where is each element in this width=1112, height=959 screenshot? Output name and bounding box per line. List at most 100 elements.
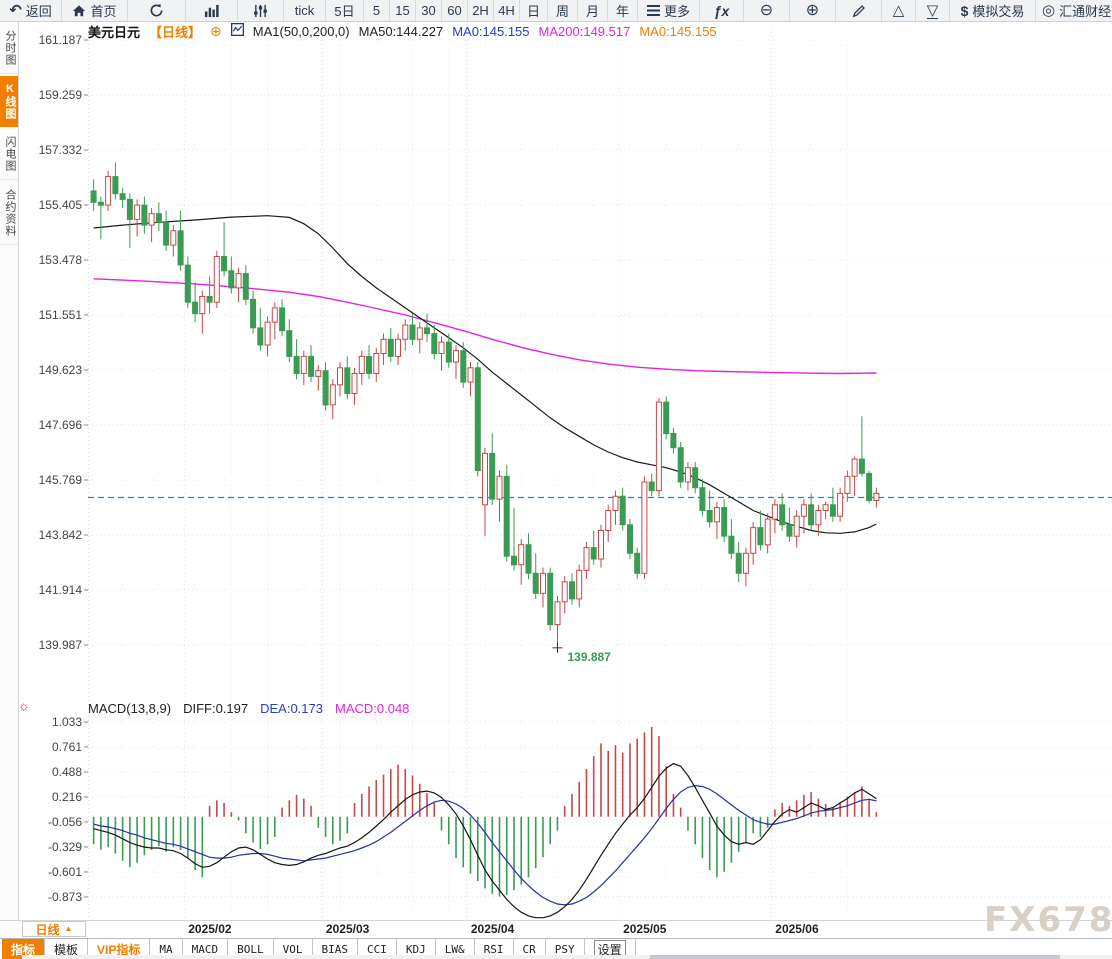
svg-text:1.033: 1.033 xyxy=(52,715,82,729)
candle-style-button[interactable] xyxy=(238,0,284,21)
horizontal-scrollbar-thumb[interactable] xyxy=(650,955,1060,959)
draw-button[interactable] xyxy=(836,0,882,21)
refresh-button[interactable] xyxy=(128,0,186,21)
triangle-down-button[interactable]: ▽ xyxy=(916,0,950,21)
fx-formula-button[interactable]: ƒx xyxy=(700,0,744,21)
period-15m-button[interactable]: 15 xyxy=(390,0,416,21)
period-month-button[interactable]: 月 xyxy=(578,0,608,21)
dollar-icon: $ xyxy=(960,2,969,19)
period-60m-button-label: 60 xyxy=(447,3,462,18)
moving-averages xyxy=(93,215,877,534)
tab-time-chart[interactable]: 分时图 xyxy=(0,23,18,74)
tab-cr[interactable]: CR xyxy=(514,939,546,959)
tab-rsi-label: RSI xyxy=(483,942,504,956)
left-sidebar: 分时图 K线图闪电图合约资料 xyxy=(0,22,19,920)
period-5m-button-label: 5 xyxy=(372,3,381,18)
period-day-button[interactable]: 日 xyxy=(520,0,548,21)
svg-text:161.187: 161.187 xyxy=(39,33,83,47)
period-60m-button[interactable]: 60 xyxy=(442,0,468,21)
tab-vol[interactable]: VOL xyxy=(274,939,313,959)
tab-rsi[interactable]: RSI xyxy=(475,939,514,959)
period-4h-button[interactable]: 4H xyxy=(494,0,520,21)
macd-settings-label: MACD(13,8,9) xyxy=(88,700,172,716)
more-button[interactable]: 更多 xyxy=(638,0,700,21)
tab-kdj[interactable]: KDJ xyxy=(397,939,436,959)
svg-text:-0.601: -0.601 xyxy=(48,865,82,879)
period-tag: 【日线】 xyxy=(149,24,202,40)
period-selector[interactable]: 日线 ▲ xyxy=(22,921,86,937)
tab-vip-indicator[interactable]: VIP指标 xyxy=(88,939,151,959)
tab-vol-label: VOL xyxy=(282,942,303,956)
tab-flash-chart[interactable]: 闪电图 xyxy=(0,129,18,180)
demo-trading-button[interactable]: $ 模拟交易 xyxy=(950,0,1036,21)
demo-trading-button-label: 模拟交易 xyxy=(972,4,1025,19)
tab-indicator-label: 指标 xyxy=(11,942,36,957)
symbol-name: 美元日元 xyxy=(88,24,141,40)
zoom-out-button[interactable]: ⊖ xyxy=(744,0,790,21)
period-day-button-label: 日 xyxy=(526,4,540,19)
period-5d-button[interactable]: 5日 xyxy=(326,0,364,21)
dea-value: DEA:0.173 xyxy=(260,700,323,716)
tab-cci-label: CCI xyxy=(367,942,387,956)
tab-template-label: 模板 xyxy=(54,942,79,957)
period-week-button[interactable]: 周 xyxy=(548,0,578,21)
home-icon xyxy=(72,4,86,18)
grid-lines xyxy=(88,28,1112,918)
tab-kline-chart[interactable]: K线图 xyxy=(0,76,18,127)
tab-psy-label: PSY xyxy=(554,942,575,956)
tab-boll[interactable]: BOLL xyxy=(228,939,274,959)
triangle-up-button[interactable]: △ xyxy=(882,0,916,21)
tab-cci[interactable]: CCI xyxy=(358,939,397,959)
tab-macd[interactable]: MACD xyxy=(183,939,229,959)
ma50-line xyxy=(93,215,877,534)
svg-text:143.842: 143.842 xyxy=(39,528,83,542)
huitong-logo-button[interactable]: ◎ 汇通财经 xyxy=(1036,0,1112,21)
period-selector-label: 日线 xyxy=(35,922,60,937)
ma50-value: MA50:144.227 xyxy=(358,23,444,39)
svg-text:139.987: 139.987 xyxy=(39,638,83,652)
bar-chart-view-button[interactable] xyxy=(186,0,238,21)
macd-histogram xyxy=(92,726,878,897)
tab-template[interactable]: 模板 xyxy=(45,939,89,959)
back-button[interactable]: ↶ 返回 xyxy=(0,0,62,21)
period-tick-button[interactable]: tick xyxy=(284,0,326,21)
indicator-burst-icon[interactable]: ☼ xyxy=(18,698,30,713)
home-button[interactable]: 首页 xyxy=(62,0,128,21)
tab-bias[interactable]: BIAS xyxy=(313,939,358,959)
indicator-bar: 指标 模板 VIP指标 MA MACD BOLL VOL BIAS CCI KDJ LW& RSI CR… xyxy=(0,938,1112,959)
back-button-label: 返回 xyxy=(25,4,52,19)
tab-bias-label: BIAS xyxy=(321,942,349,956)
period-year-button[interactable]: 年 xyxy=(608,0,638,21)
ma-settings-label: MA1(50,0,200,0) xyxy=(252,23,350,39)
tab-psy[interactable]: PSY xyxy=(546,939,585,959)
add-compare-icon[interactable]: ⊕ xyxy=(210,23,222,39)
tri-down-icon: ▽ xyxy=(926,1,939,19)
tab-ma[interactable]: MA xyxy=(150,939,183,959)
tab-contract-info[interactable]: 合约资料 xyxy=(0,182,18,245)
diff-value: DIFF:0.197 xyxy=(183,700,249,716)
tab-cr-label: CR xyxy=(522,942,536,956)
tri-up-icon: △ xyxy=(892,2,905,19)
zoom-in-button[interactable]: ⊕ xyxy=(790,0,836,21)
chart-type-icon[interactable] xyxy=(230,22,244,39)
svg-text:0.488: 0.488 xyxy=(52,765,82,779)
ma0-blue-value: MA0:145.155 xyxy=(452,23,530,39)
period-5m-button[interactable]: 5 xyxy=(364,0,390,21)
svg-text:2025/03: 2025/03 xyxy=(326,922,370,936)
low-marker: 139.887 xyxy=(552,642,611,664)
svg-text:141.914: 141.914 xyxy=(39,583,83,597)
period-2h-button[interactable]: 2H xyxy=(468,0,494,21)
macd-header: MACD(13,8,9) DIFF:0.197 DEA:0.173 MACD:0… xyxy=(88,700,409,716)
period-30m-button[interactable]: 30 xyxy=(416,0,442,21)
fx-icon: ƒx xyxy=(713,2,730,19)
more-button-label: 更多 xyxy=(663,4,690,19)
back-icon: ↶ xyxy=(9,2,22,19)
chart-header: 美元日元 【日线】 ⊕ MA1(50,0,200,0) MA50:144.227… xyxy=(88,22,717,40)
tab-indicator[interactable]: 指标 xyxy=(2,939,46,959)
sliders-icon xyxy=(253,4,268,18)
svg-text:153.478: 153.478 xyxy=(39,253,83,267)
tab-lwr[interactable]: LW& xyxy=(436,939,475,959)
svg-text:147.696: 147.696 xyxy=(39,418,83,432)
svg-text:2025/02: 2025/02 xyxy=(188,922,232,936)
